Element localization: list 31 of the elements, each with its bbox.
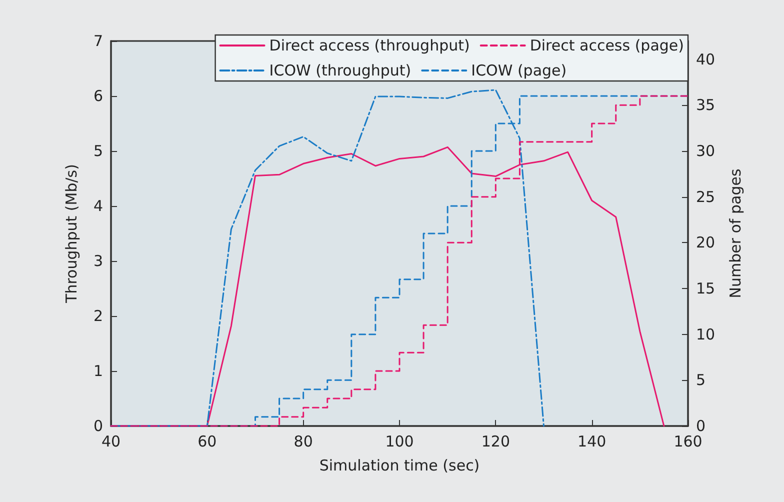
y-axis-title: Throughput (Mb/s): [62, 164, 80, 304]
y-tick-label: 3: [93, 252, 103, 270]
legend-label: Direct access (page): [530, 36, 684, 54]
legend-label: ICOW (page): [471, 62, 567, 80]
x-tick-label: 40: [101, 432, 121, 450]
y-tick-label: 2: [93, 307, 103, 325]
x-axis-title: Simulation time (sec): [319, 456, 480, 474]
x-tick-label: 60: [198, 432, 217, 450]
y-tick-label: 0: [93, 417, 103, 435]
y-tick-label: 1: [93, 362, 103, 380]
x-tick-label: 120: [481, 432, 510, 450]
y2-tick-label: 40: [696, 50, 716, 68]
x-tick-label: 80: [294, 432, 313, 450]
y-tick-label: 5: [93, 142, 103, 160]
y2-tick-label: 25: [696, 188, 716, 206]
y2-tick-label: 0: [696, 417, 706, 435]
y2-tick-label: 5: [696, 371, 706, 390]
y2-tick-label: 30: [696, 142, 716, 160]
y-tick-label: 6: [93, 87, 103, 105]
y-tick-label: 7: [93, 32, 103, 50]
y2-tick-label: 35: [696, 96, 716, 114]
legend-label: Direct access (throughput): [269, 36, 470, 54]
x-tick-label: 140: [578, 432, 606, 450]
legend-label: ICOW (throughput): [269, 62, 412, 80]
y2-tick-label: 10: [696, 325, 716, 344]
x-tick-label: 160: [674, 432, 702, 450]
y2-tick-label: 15: [696, 280, 716, 298]
y2-axis-title: Number of pages: [726, 168, 744, 298]
y-tick-label: 4: [93, 197, 103, 215]
x-tick-label: 100: [385, 432, 414, 450]
y2-tick-label: 20: [696, 234, 716, 252]
